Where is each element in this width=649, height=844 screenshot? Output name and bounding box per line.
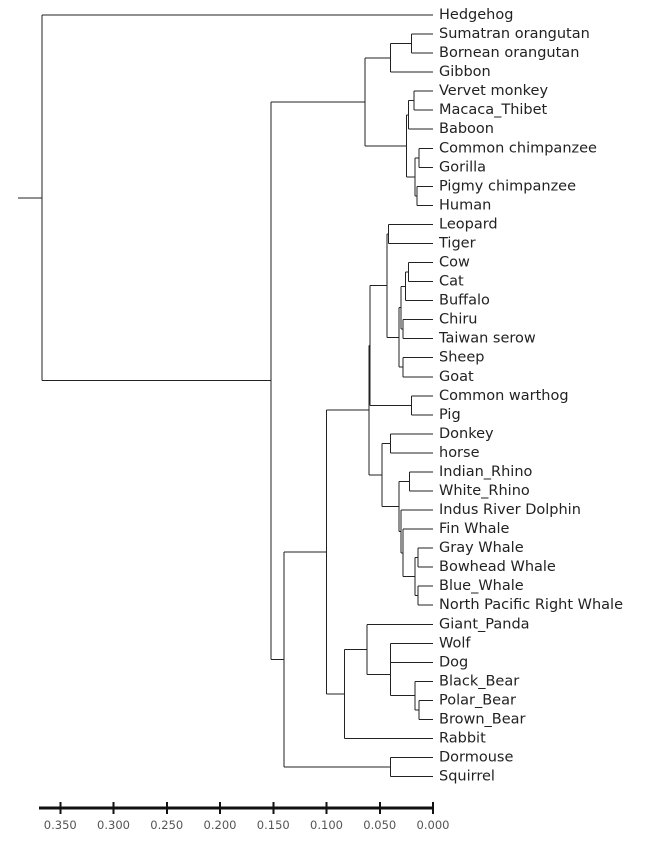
leaf-label-horse: horse	[439, 445, 480, 461]
leaf-label-donkey: Donkey	[439, 426, 494, 442]
tick-label-0-200: 0.200	[204, 818, 237, 832]
leaf-label-white-rhino: White_Rhino	[439, 483, 530, 499]
leaf-label-cat: Cat	[439, 274, 464, 290]
leaf-label-wolf: Wolf	[439, 635, 471, 651]
leaf-label-brown-bear: Brown_Bear	[439, 711, 526, 727]
leaf-label-tiger: Tiger	[438, 235, 476, 251]
leaf-label-bowhead-whale: Bowhead Whale	[439, 559, 556, 575]
tick-label-0-250: 0.250	[150, 818, 183, 832]
leaf-label-cow: Cow	[439, 255, 470, 271]
leaf-label-blue-whale: Blue_Whale	[439, 578, 524, 594]
leaf-label-indian-rhino: Indian_Rhino	[439, 464, 533, 480]
leaf-label-common-warthog: Common warthog	[439, 388, 569, 404]
tick-label-0-000: 0.000	[417, 818, 450, 832]
leaf-labels: Hedgehog Sumatran orangutan Bornean orangu…	[438, 7, 623, 785]
leaf-label-hedgehog: Hedgehog	[439, 7, 513, 23]
distance-axis: 0.350 0.300 0.250 0.200 0.150 0.100 0.050 0.000	[38, 802, 450, 832]
leaf-label-gibbon: Gibbon	[439, 64, 491, 80]
leaf-label-bornean-orangutan: Bornean orangutan	[439, 45, 579, 61]
tick-label-0-050: 0.050	[363, 818, 396, 832]
leaf-label-human: Human	[439, 197, 491, 213]
leaf-label-buffalo: Buffalo	[439, 293, 490, 309]
leaf-label-gray-whale: Gray Whale	[439, 540, 524, 556]
leaf-label-common-chimpanzee: Common chimpanzee	[439, 140, 597, 156]
leaf-label-indus-river-dolphin: Indus River Dolphin	[439, 502, 581, 518]
leaf-label-taiwan-serow: Taiwan serow	[438, 331, 536, 347]
leaf-label-north-pacific-right-whale: North Pacific Right Whale	[439, 597, 623, 613]
tick-label-0-150: 0.150	[257, 818, 290, 832]
leaf-label-giant-panda: Giant_Panda	[439, 616, 530, 632]
leaf-label-polar-bear: Polar_Bear	[439, 692, 516, 708]
tick-label-0-350: 0.350	[44, 818, 77, 832]
leaf-label-rabbit: Rabbit	[439, 731, 486, 747]
leaf-label-dormouse: Dormouse	[439, 750, 513, 766]
leaf-label-dog: Dog	[439, 654, 468, 670]
leaf-label-baboon: Baboon	[439, 121, 494, 137]
leaf-label-leopard: Leopard	[439, 216, 498, 232]
axis-ticks: 0.350 0.300 0.250 0.200 0.150 0.100 0.050 0.000	[44, 802, 450, 832]
leaf-label-pigmy-chimpanzee: Pigmy chimpanzee	[439, 178, 576, 194]
leaf-label-macaca-thibet: Macaca_Thibet	[439, 102, 548, 118]
tick-label-0-100: 0.100	[310, 818, 343, 832]
leaf-label-sumatran-orangutan: Sumatran orangutan	[439, 26, 590, 42]
leaf-label-vervet-monkey: Vervet monkey	[439, 83, 548, 99]
leaf-label-pig: Pig	[439, 407, 461, 423]
leaf-label-gorilla: Gorilla	[439, 159, 486, 175]
leaf-label-squirrel: Squirrel	[439, 769, 495, 785]
dendrogram-branches	[18, 14, 433, 778]
leaf-label-fin-whale: Fin Whale	[439, 521, 510, 537]
leaf-label-black-bear: Black_Bear	[439, 673, 519, 689]
leaf-label-chiru: Chiru	[439, 312, 478, 328]
leaf-label-goat: Goat	[439, 369, 474, 385]
leaf-label-sheep: Sheep	[439, 350, 484, 366]
tick-label-0-300: 0.300	[97, 818, 130, 832]
